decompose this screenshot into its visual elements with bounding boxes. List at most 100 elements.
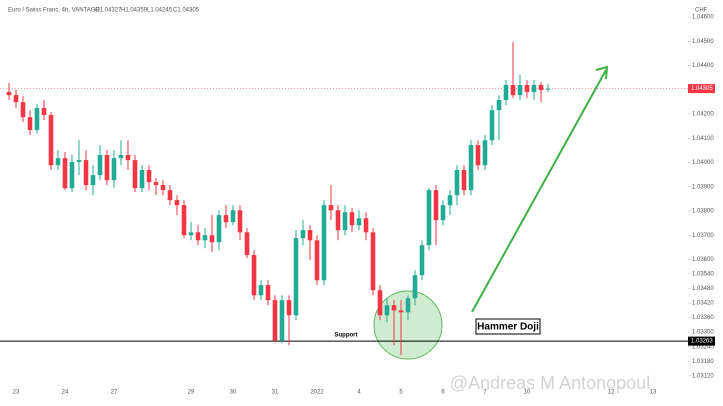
y-tick-label: 1.03480 [692, 286, 714, 292]
candle-body [90, 175, 96, 186]
candle-body [216, 215, 222, 243]
candle-body [6, 91, 12, 96]
candle-body [461, 170, 467, 191]
candle-body [531, 84, 537, 92]
candle-body [202, 235, 208, 241]
candle-body [328, 205, 334, 211]
candle-body [76, 160, 82, 163]
x-tick-label: 12 [608, 390, 615, 396]
ohlc-value: C1.04305 [173, 8, 200, 14]
candle-body [489, 110, 495, 141]
candle-body [314, 240, 320, 281]
candle-body [272, 300, 278, 341]
candle-body [97, 155, 103, 176]
x-tick-label: 6 [441, 390, 445, 396]
annotation-box [475, 318, 541, 335]
candle-body [230, 210, 236, 223]
x-tick-label: 30 [230, 390, 237, 396]
y-tick-label: 1.04600 [692, 15, 714, 21]
candle-body [545, 88, 551, 90]
currency: CHF [695, 8, 708, 14]
candle-body [419, 245, 425, 276]
y-tick-label: 1.03120 [692, 373, 714, 379]
candle-body [433, 190, 439, 221]
candle-body [48, 115, 54, 166]
candle-body [335, 210, 341, 231]
candle-body [524, 84, 530, 92]
candle-body [286, 300, 292, 316]
x-tick-label: 2022 [310, 390, 324, 396]
y-tick-label: 1.03240 [692, 344, 714, 350]
x-tick-label: 4 [357, 390, 361, 396]
candle-body [167, 190, 173, 201]
support-price-label: 1.03263 [691, 339, 713, 345]
candle-body [132, 160, 138, 189]
ohlc-value: O1.04327 [95, 8, 122, 14]
candle-body [510, 84, 516, 96]
candle-body [104, 155, 110, 181]
y-tick-label: 1.03540 [692, 272, 714, 278]
candle-body [293, 238, 299, 316]
y-tick-label: 1.03800 [692, 209, 714, 215]
candle-body [398, 310, 404, 313]
y-tick-label: 1.03600 [692, 257, 714, 263]
candle-body [237, 210, 243, 233]
candle-body [384, 305, 390, 316]
candle-body [517, 84, 523, 96]
candle-body [377, 290, 383, 316]
candle-body [55, 158, 61, 166]
candle-body [356, 218, 362, 226]
candle-body [69, 162, 75, 189]
candle-body [244, 232, 250, 256]
annotation: Hammer Doji [477, 322, 539, 333]
candle-body [251, 255, 257, 296]
candle-body [426, 190, 432, 246]
candle-body [447, 195, 453, 206]
x-tick-label: 24 [62, 390, 69, 396]
candle-body [258, 285, 264, 296]
candle-body [153, 182, 159, 186]
candle-body [300, 230, 306, 239]
y-tick-label: 1.03420 [692, 301, 714, 307]
candle-body [412, 275, 418, 299]
candle-body [139, 170, 145, 189]
candle-body [482, 140, 488, 166]
candle-body [321, 205, 327, 281]
y-tick-label: 1.04500 [692, 39, 714, 45]
ohlc-value: L1.04245 [147, 8, 173, 14]
candle-body [195, 232, 201, 241]
support-label: Support [335, 333, 358, 339]
candle-body [342, 212, 348, 231]
candle-body [265, 285, 271, 301]
candle-body [370, 232, 376, 291]
candle-body [174, 200, 180, 206]
y-tick-label: 1.03360 [692, 315, 714, 321]
candle-body [160, 185, 166, 191]
candle-body [468, 145, 474, 191]
candle-body [146, 170, 152, 183]
candle-body [118, 155, 124, 159]
x-tick-label: 31 [272, 390, 279, 396]
x-tick-label: 5 [399, 390, 403, 396]
x-tick-label: 7 [483, 390, 487, 396]
candle-body [538, 84, 544, 91]
candle-body [440, 205, 446, 221]
candle-body [83, 160, 89, 186]
candle-body [125, 155, 131, 161]
candle-body [13, 95, 19, 103]
ohlc-value: H1.04359 [121, 8, 148, 14]
x-tick-label: 23 [13, 390, 20, 396]
x-tick-label: 10 [524, 390, 531, 396]
x-tick-label: 13 [650, 390, 657, 396]
candle-body [454, 170, 460, 196]
candle-body [223, 215, 229, 223]
chart-title: Euro / Swiss Franc, 4h, VANTAGE [8, 8, 99, 14]
candle-body [279, 300, 285, 341]
candle-body [475, 145, 481, 166]
candle-body [307, 230, 313, 241]
trend-arrow [471, 69, 607, 313]
hammer-highlight [373, 290, 443, 360]
y-tick-label: 1.03900 [692, 184, 714, 190]
